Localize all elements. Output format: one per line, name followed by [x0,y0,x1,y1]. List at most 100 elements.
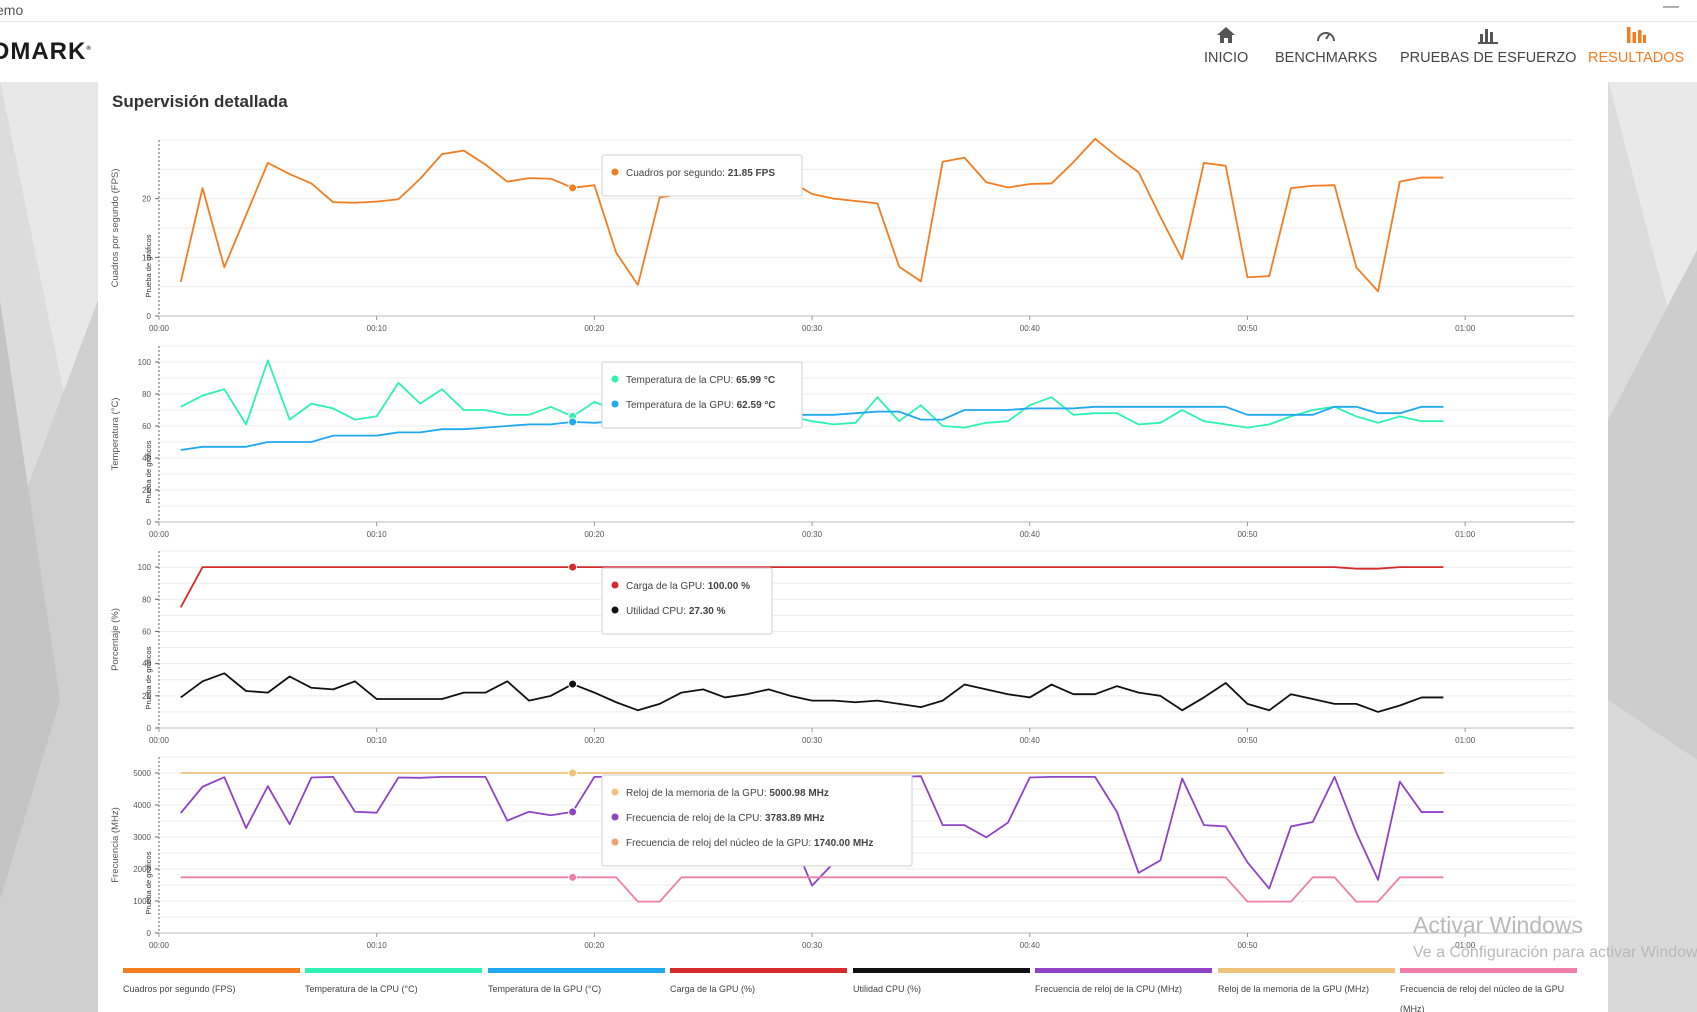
x-tick-label: 01:00 [1455,530,1476,539]
x-tick-label: 00:10 [367,530,388,539]
nav-label: PRUEBAS DE ESFUERZO [1400,50,1577,66]
bar-chart-icon [1478,29,1499,44]
tooltip-swatch [611,788,619,796]
legend-item-cpu-temp[interactable]: Temperatura de la CPU (°C) [305,968,482,1012]
tooltip-box [601,567,773,635]
nav-pruebas-de-esfuerzo[interactable]: PRUEBAS DE ESFUERZO [1400,26,1576,66]
chart-panel-2: 0 20 40 60 80 100 00:00 00:10 00:20 00:30 00:40 00:… [110,345,1574,539]
y-tick-label: 1000 [133,897,151,906]
data-point-marker [568,417,578,427]
activation-watermark-text: Ve a Configuración para activar Windows. [1413,944,1697,961]
tooltip-swatch [611,168,619,176]
data-point-marker [568,183,578,193]
y-tick-label: 0 [147,929,152,938]
series-line [180,672,1444,713]
legend-label: Cuadros por segundo (FPS) [123,984,236,994]
legend-label: Carga de la GPU (%) [670,984,756,994]
x-tick-label: 01:00 [1455,941,1476,950]
legend-label: Frecuencia de reloj de la CPU (MHz) [1035,984,1183,994]
y-tick-label: 2000 [133,865,151,874]
data-point-marker [568,872,578,882]
legend-item-gpu-temp[interactable]: Temperatura de la GPU (°C) [488,968,665,1012]
home-icon [1217,27,1236,43]
tooltip-row: Frecuencia de reloj de la CPU: 3783.89 M… [626,813,824,824]
series-line [180,405,1444,451]
x-tick-label: 00:50 [1237,530,1258,539]
legend-item-gpu-load[interactable]: Carga de la GPU (%) [670,968,847,1012]
tooltip-row: Frecuencia de reloj del núcleo de la GPU… [626,838,873,849]
window-title: emo [0,2,24,18]
x-tick-label: 00:30 [802,736,823,745]
data-point-marker [568,562,578,572]
tooltip-box [601,361,803,429]
data-point-marker [568,679,578,689]
nav-label: INICIO [1204,50,1249,66]
y-tick-label: 0 [147,724,152,733]
legend-item-gpu-core-clock[interactable]: Frecuencia de reloj del núcleo de la GPU… [1400,968,1577,1012]
page-title: Supervisión detallada [112,92,288,111]
legend-swatch [853,968,1030,973]
legend-swatch [1218,968,1395,973]
nav-label: RESULTADOS [1588,50,1685,66]
legend-swatch [1035,968,1212,973]
tooltip: Carga de la GPU: 100.00 % Utilidad CPU: 2… [601,567,773,635]
y-tick-label: 0 [147,312,152,321]
logo-text: DMARK [0,38,87,65]
x-tick-label: 00:10 [367,941,388,950]
y-tick-label: 4000 [133,801,151,810]
tooltip-row: Temperatura de la GPU: 62.59 °C [626,400,776,411]
x-tick-label: 01:00 [1455,736,1476,745]
legend-swatch [1400,968,1577,973]
x-tick-label: 00:10 [367,736,388,745]
x-tick-label: 00:30 [802,530,823,539]
tooltip-swatch [611,606,619,614]
x-tick-label: 00:40 [1020,530,1041,539]
app-logo[interactable]: DMARK® [0,38,92,66]
nav-resultados[interactable]: RESULTADOS [1588,26,1684,66]
tooltip-box [601,774,913,867]
x-tick-label: 00:50 [1237,736,1258,745]
x-tick-label: 00:50 [1237,324,1258,333]
tooltip-row: Cuadros por segundo: 21.85 FPS [626,168,775,179]
legend-swatch [123,968,300,973]
speedometer-icon [1317,32,1336,42]
x-tick-label: 00:10 [367,324,388,333]
legend-item-gpu-mem-clock[interactable]: Reloj de la memoria de la GPU (MHz) [1218,968,1395,1012]
y-tick-label: 100 [138,358,152,367]
y-tick-label: 20 [142,195,151,204]
tooltip-box [601,154,803,197]
legend-label: Reloj de la memoria de la GPU (MHz) [1218,984,1370,994]
app-header [0,22,1697,82]
minimize-button[interactable]: — [1663,0,1679,15]
y-tick-label: 20 [142,486,151,495]
nav-inicio[interactable]: INICIO [1204,26,1248,66]
registered-mark: ® [86,46,92,52]
y-axis-label: Cuadros por segundo (FPS) [110,169,121,288]
x-tick-label: 00:20 [584,530,605,539]
y-axis-label: Frecuencia (MHz) [110,807,121,883]
tooltip-row: Utilidad CPU: 27.30 % [626,606,726,617]
y-tick-label: 40 [142,454,151,463]
nav-benchmarks[interactable]: BENCHMARKS [1275,26,1377,66]
tooltip-swatch [611,375,619,383]
y-tick-label: 40 [142,660,151,669]
y-tick-label: 3000 [133,833,151,842]
x-tick-label: 00:00 [149,530,170,539]
activation-watermark-title: Activar Windows [1413,912,1583,938]
series-line [179,137,1444,293]
y-tick-label: 0 [147,518,152,527]
series-line [180,359,1444,429]
y-tick-label: 60 [142,627,151,636]
legend-item-cpu-util[interactable]: Utilidad CPU (%) [853,968,1030,1012]
series-line [180,775,1444,890]
legend-item-cpu-clock[interactable]: Frecuencia de reloj de la CPU (MHz) [1035,968,1212,1012]
tooltip-swatch [611,400,619,408]
tooltip-swatch [611,813,619,821]
tooltip-row: Carga de la GPU: 100.00 % [626,581,750,592]
legend-item-fps[interactable]: Cuadros por segundo (FPS) [123,968,300,1012]
legend-label: Temperatura de la CPU (°C) [305,984,418,994]
y-tick-label: 100 [138,563,152,572]
y-tick-label: 20 [142,692,151,701]
tooltip: Reloj de la memoria de la GPU: 5000.98 M… [601,774,913,867]
y-tick-label: 80 [142,390,151,399]
